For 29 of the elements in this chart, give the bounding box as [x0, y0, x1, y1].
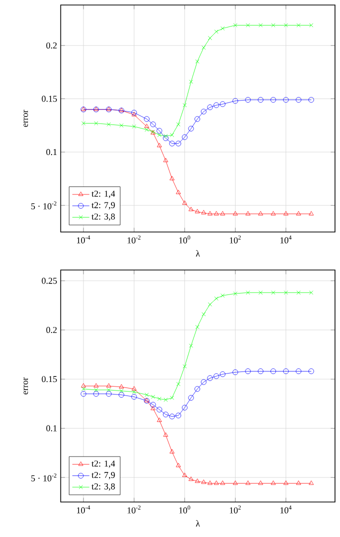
legend-label: t2: 1,4: [92, 190, 116, 198]
y-tick-label: 0.2: [46, 326, 57, 334]
legend-label: t2: 1,4: [92, 460, 116, 468]
y-tick-label: 5 · 10$^{-2}$: [31, 473, 56, 482]
x-tick-label: 10$^{0}$: [179, 506, 190, 514]
y-tick-label: 0.15: [42, 376, 57, 382]
x-tick-label: 10$^{2}$: [230, 506, 241, 514]
y-tick-label: 0.1: [46, 149, 57, 156]
x-tick-label: 10$^{-2}$: [128, 506, 140, 514]
x-tick-label: 10$^{2}$: [230, 236, 241, 244]
y-tick-label: 0.1: [46, 425, 57, 432]
x-axis-title: λ: [196, 250, 200, 257]
x-axis-title: λ: [196, 520, 200, 527]
x-tick-label: 10$^{0}$: [179, 236, 190, 244]
legend-label: t2: 7,9: [92, 202, 115, 210]
y-tick-label: 0.25: [42, 278, 57, 284]
y-axis-title: error: [24, 377, 28, 394]
x-tick-label: 10$^{4}$: [280, 506, 292, 514]
y-tick-label: 0.2: [46, 42, 57, 49]
legend-label: t2: 7,9: [92, 472, 115, 480]
legend-label: t2: 3,8: [92, 214, 115, 221]
y-axis-title: error: [24, 110, 28, 127]
x-tick-label: 10$^{-2}$: [128, 236, 140, 244]
legend-label: t2: 3,8: [92, 483, 115, 491]
x-tick-label: 10$^{-4}$: [77, 236, 90, 244]
y-tick-label: 0.15: [42, 96, 57, 102]
x-tick-label: 10$^{4}$: [280, 236, 292, 244]
x-tick-label: 10$^{-4}$: [77, 506, 90, 514]
y-tick-label: 5 · 10$^{-2}$: [31, 201, 56, 210]
